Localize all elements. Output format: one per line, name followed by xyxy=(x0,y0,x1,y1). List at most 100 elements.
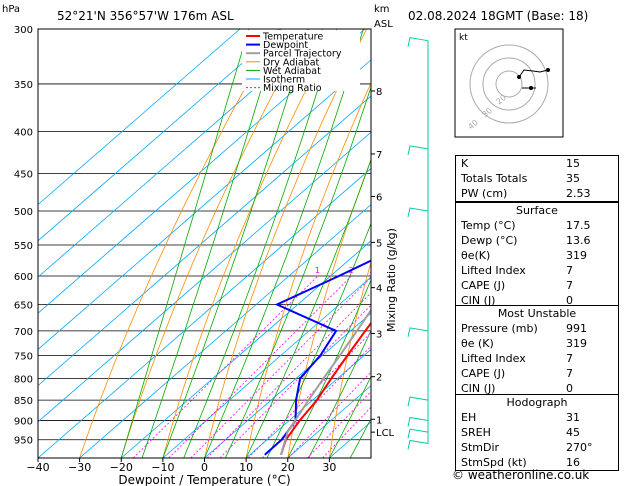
isotherm--40 xyxy=(38,167,371,458)
isotherm--110 xyxy=(38,29,241,206)
eh-row: EH 31 xyxy=(461,411,580,424)
legend-label-0: Temperature xyxy=(262,32,323,43)
legend-label-5: Isotherm xyxy=(263,75,305,86)
km-tick-1: 1 xyxy=(376,415,382,426)
hodograph-frame xyxy=(454,28,564,138)
km-tick-4: 4 xyxy=(376,284,382,295)
surface-temp-row: Temp (°C) 17.5 xyxy=(461,219,591,232)
dry-adiabat--10 xyxy=(162,29,338,458)
surface-li-row: Lifted Index 7 xyxy=(461,264,573,277)
pressure-tick-450: 450 xyxy=(14,169,33,180)
wet-adiabat--5 xyxy=(183,29,337,458)
hodograph-table: Hodograph EH 31 SREH 45 StmDir 270° StmSpd … xyxy=(455,394,619,471)
isotherm--90 xyxy=(38,29,324,278)
mixing-ratio-2 xyxy=(168,275,352,458)
wind-barb-930 xyxy=(407,428,429,439)
x-tick-30: 30 xyxy=(322,461,336,474)
x-tick--40: −40 xyxy=(26,461,49,474)
pressure-tick-750: 750 xyxy=(14,351,33,362)
wind-barb-700 xyxy=(407,327,429,338)
wet-adiabat--10 xyxy=(162,29,309,458)
legend-label-6: Mixing Ratio xyxy=(263,83,322,94)
wind-barb-900 xyxy=(407,416,429,427)
hodograph-trace xyxy=(518,69,549,78)
isotherm--30 xyxy=(79,204,371,458)
legend-label-3: Dry Adiabat xyxy=(263,57,320,68)
km-tick-2: 2 xyxy=(376,373,382,384)
wet-adiabat-30 xyxy=(329,375,371,458)
mu-thetae-row: θe (K) 319 xyxy=(461,337,587,350)
wind-barbs xyxy=(407,37,429,450)
mixing-ratio-axis-label: Mixing Ratio (g/kg) xyxy=(385,228,398,332)
km-tick-LCL: LCL xyxy=(376,428,395,439)
series-temperature xyxy=(280,321,371,456)
pressure-tick-700: 700 xyxy=(14,327,33,338)
x-axis-label: Dewpoint / Temperature (°C) xyxy=(118,473,290,486)
isotherm--80 xyxy=(38,29,366,314)
mixing-ratio-3 xyxy=(190,276,371,458)
series-dewpoint xyxy=(264,259,371,456)
legend-label-1: Dewpoint xyxy=(263,40,308,51)
totals-totals-row: Totals Totals 35 xyxy=(461,172,580,185)
pressure-tick-650: 650 xyxy=(14,301,33,312)
storm-motion-marker xyxy=(529,86,533,90)
isotherm--70 xyxy=(38,59,371,350)
datetime-title: 02.08.2024 18GMT (Base: 18) xyxy=(408,9,588,23)
indices-table: K 15 Totals Totals 35 PW (cm) 2.53 xyxy=(455,155,619,202)
mu-pressure-row: Pressure (mb) 991 xyxy=(461,322,587,335)
wet-adiabat-15 xyxy=(266,222,371,458)
mu-cape-row: CAPE (J) 7 xyxy=(461,367,573,380)
wind-barb-500 xyxy=(407,207,429,218)
pressure-tick-400: 400 xyxy=(14,128,33,139)
legend-label-4: Wet Adiabat xyxy=(263,66,321,77)
wet-adiabat-10 xyxy=(245,158,371,458)
x-tick--20: −20 xyxy=(110,461,133,474)
surface-table: Surface Temp (°C) 17.5 Dewp (°C) 13.6 θe(K… xyxy=(455,202,619,309)
asl-label: ASL xyxy=(374,19,393,30)
km-tick-7: 7 xyxy=(376,150,382,161)
legend-box xyxy=(242,30,360,91)
mixing-ratio-label-3: 3 xyxy=(369,266,374,275)
pressure-tick-850: 850 xyxy=(14,396,33,407)
surface-cin-row: CIN (J) 0 xyxy=(461,294,573,307)
x-tick-20: 20 xyxy=(281,461,295,474)
km-tick-8: 8 xyxy=(376,87,382,98)
km-tick-3: 3 xyxy=(376,329,382,340)
mu-cin-row: CIN (J) 0 xyxy=(461,382,573,395)
km-tick-6: 6 xyxy=(376,192,382,203)
isotherm--100 xyxy=(38,29,282,242)
pressure-tick-900: 900 xyxy=(14,416,33,427)
isotherm-0 xyxy=(204,312,371,458)
hodograph-start-dot xyxy=(517,75,521,79)
mixing-ratio-8 xyxy=(248,331,371,458)
surface-thetae-row: θe(K) 319 xyxy=(461,249,587,262)
km-tick-5: 5 xyxy=(376,238,382,249)
legend-label-2: Parcel Trajectory xyxy=(263,49,342,60)
mixing-ratio-25 xyxy=(322,406,371,458)
wet-adiabat-5 xyxy=(224,85,371,458)
mixing-ratio-label-1: 1 xyxy=(315,266,320,275)
isotherm--20 xyxy=(120,240,371,458)
series-parcel-trajectory xyxy=(280,308,371,456)
x-tick--10: −10 xyxy=(151,461,174,474)
wet-adiabat--20 xyxy=(120,29,250,458)
wet-adiabat-20 xyxy=(287,278,371,458)
pressure-tick-950: 950 xyxy=(14,436,33,447)
wind-barb-960 xyxy=(407,439,429,450)
dry-adiabat--20 xyxy=(120,29,308,458)
pressure-tick-300: 300 xyxy=(14,25,33,36)
surface-cape-row: CAPE (J) 7 xyxy=(461,279,573,292)
x-tick-0: 0 xyxy=(201,461,208,474)
mixing-ratio-1 xyxy=(132,275,319,458)
pressure-tick-800: 800 xyxy=(14,374,33,385)
pw-row: PW (cm) 2.53 xyxy=(461,187,591,200)
isotherm-10 xyxy=(245,348,371,458)
credit-text: © weatheronline.co.uk xyxy=(452,468,590,482)
pressure-tick-550: 550 xyxy=(14,241,33,252)
hodograph-kt-label: kt xyxy=(459,33,468,43)
profiles xyxy=(264,259,371,456)
x-tick--30: −30 xyxy=(68,461,91,474)
most-unstable-title: Most Unstable xyxy=(497,307,577,320)
